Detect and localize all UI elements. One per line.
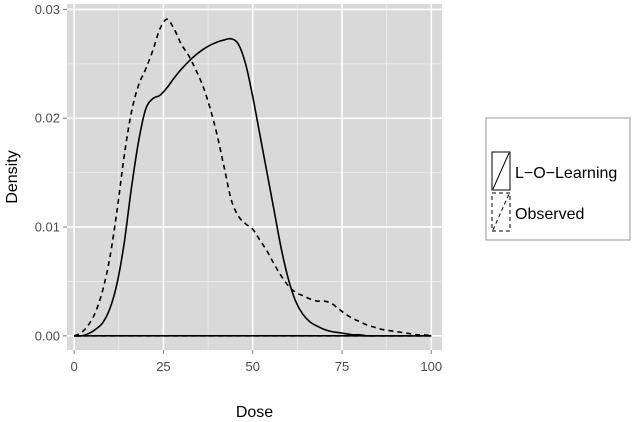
minor-gridlines [67,4,442,350]
series-layer [73,18,432,337]
x-tick-labels: 0 25 50 75 100 [71,359,443,374]
x-axis-title: Dose [236,404,273,421]
legend: L−O−Learning Observed [485,117,631,241]
y-tick-label: 0.02 [35,111,60,126]
x-tick-label: 100 [420,359,442,374]
legend-key-observed [491,192,511,232]
legend-label-l-o-learning: L−O−Learning [515,165,617,182]
legend-key-l-o-learning [491,151,511,191]
x-tick-label: 0 [71,359,78,374]
x-tick-label: 75 [335,359,349,374]
y-tick-label: 0.03 [35,2,60,17]
y-tick-labels: 0.00 0.01 0.02 0.03 [35,2,60,343]
legend-key-line-solid [492,152,510,190]
series-line-observed [73,18,432,337]
y-axis-title: Density [4,150,21,203]
legend-key-box [491,192,511,232]
legend-label-observed: Observed [515,206,584,223]
x-tick-label: 50 [245,359,259,374]
x-tick-label: 25 [156,359,170,374]
plot-panel [67,4,442,350]
y-tick-label: 0.01 [35,220,60,235]
y-tick-label: 0.00 [35,328,60,343]
axis-ticks [63,8,432,354]
